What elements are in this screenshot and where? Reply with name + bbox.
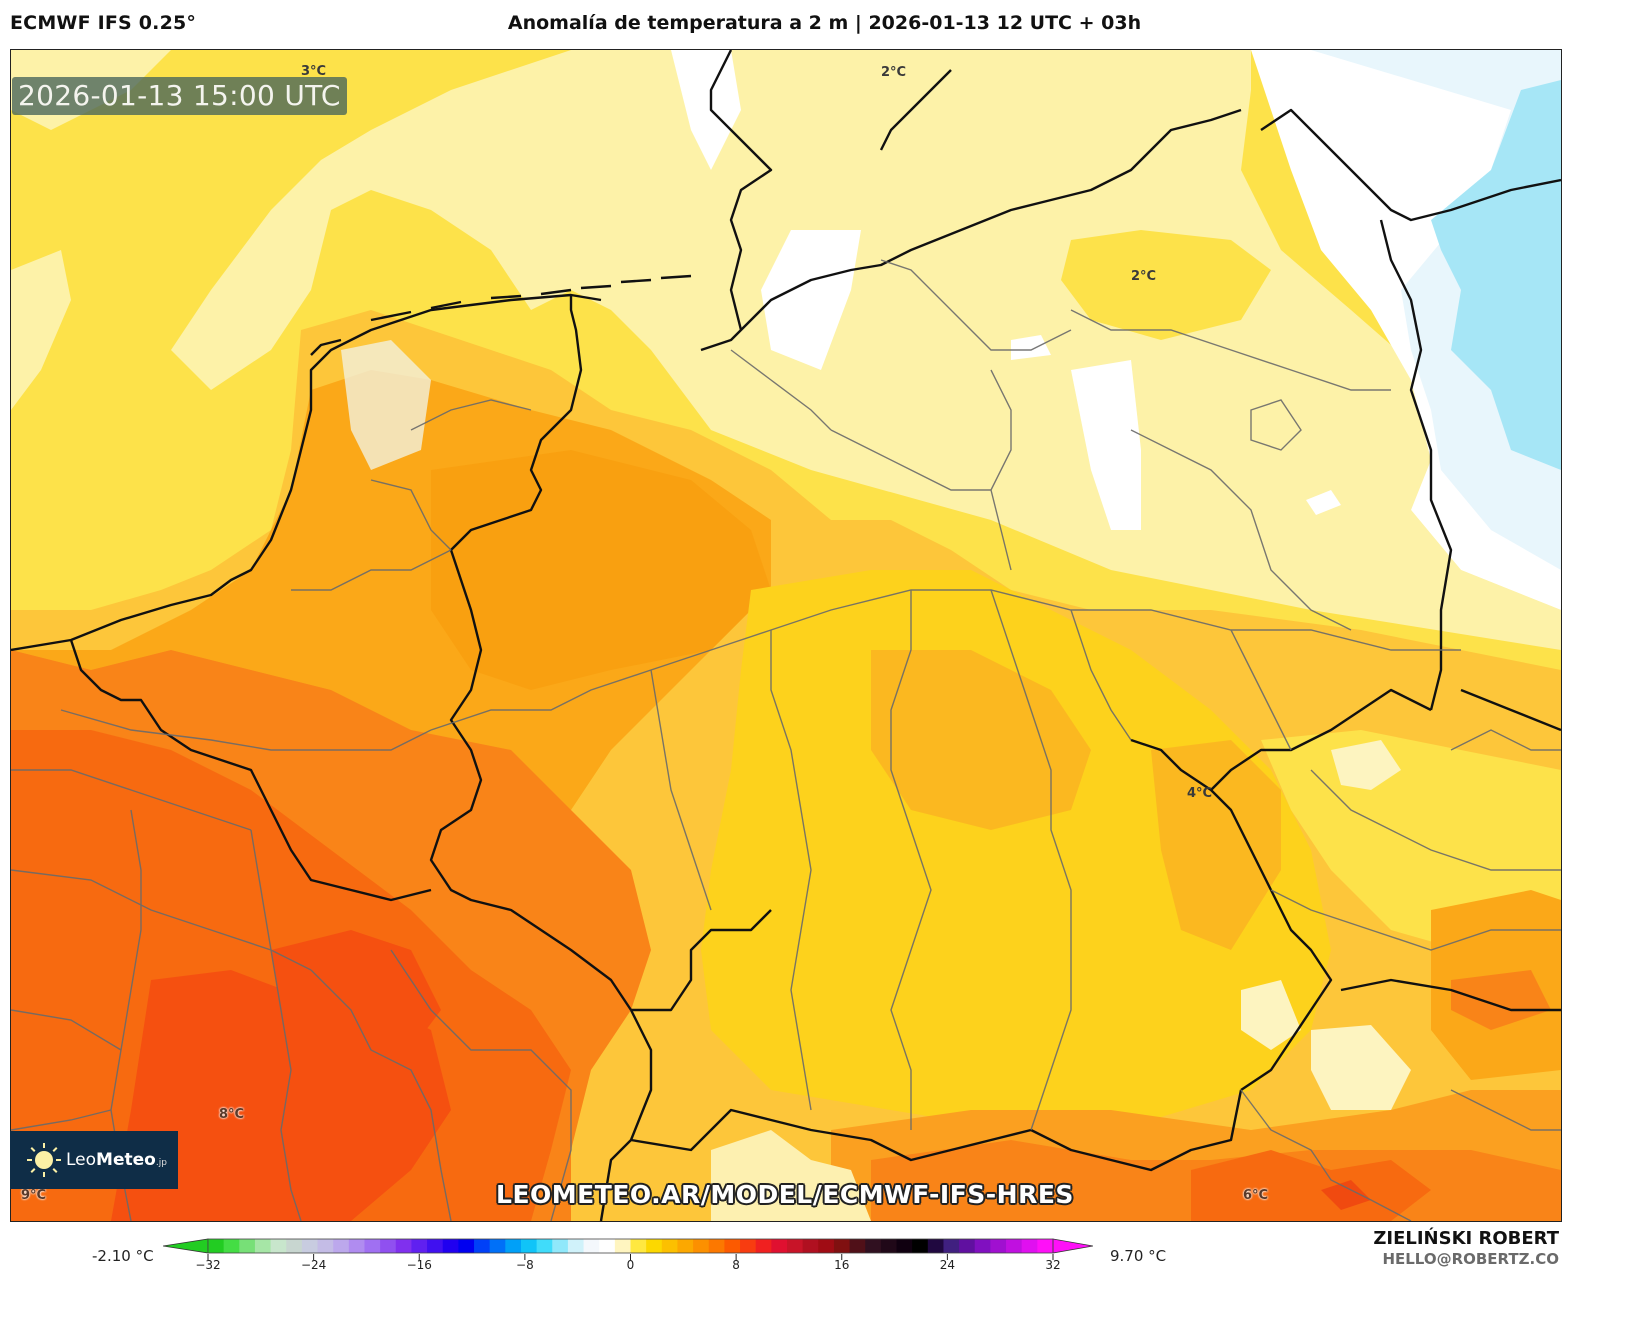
model-name: ECMWF IFS 0.25°	[10, 12, 197, 34]
author-name: ZIELIŃSKI ROBERT	[1373, 1228, 1559, 1249]
colorbar-tick-label: −8	[516, 1258, 534, 1272]
isoline-label: 2°C	[1131, 269, 1157, 284]
source-watermark: LEOMETEO.AR/MODEL/ECMWF-IFS-HRES	[496, 1180, 1074, 1209]
colorbar-tick-label: −16	[406, 1258, 432, 1272]
isoline-label: 3°C	[301, 64, 327, 79]
isoline-label: 2°C	[881, 65, 907, 80]
isoline-label: 6°C	[1243, 1188, 1269, 1203]
sun-icon	[26, 1142, 62, 1178]
logo-text: LeoMeteo.jp	[66, 1150, 167, 1170]
isoline-label: 4°C	[1187, 786, 1213, 801]
isoline-label: 8°C	[219, 1107, 245, 1122]
valid-time-badge: 2026-01-13 15:00 UTC	[12, 77, 347, 115]
leometeo-logo: LeoMeteo.jp	[10, 1131, 178, 1189]
colorbar	[163, 1238, 1093, 1254]
colorbar-tick-label: 8	[732, 1258, 740, 1272]
anomaly-map: 3°C 2°C 2°C 4°C 8°C 9°C 6°C	[10, 49, 1562, 1222]
colorbar-tick-label: −32	[195, 1258, 221, 1272]
colorbar-tick-label: 32	[1045, 1258, 1061, 1272]
colorbar-min-value: -2.10 °C	[92, 1247, 154, 1265]
colorbar-tick-label: 0	[626, 1258, 635, 1272]
colorbar-ticks	[207, 1254, 1054, 1260]
colorbar-tick-label: 24	[939, 1258, 956, 1272]
isoline-label: 9°C	[21, 1188, 47, 1203]
map-canvas	[11, 50, 1561, 1221]
author-email: HELLO@ROBERTZ.CO	[1382, 1250, 1559, 1268]
colorbar-max-value: 9.70 °C	[1110, 1247, 1167, 1265]
colorbar-tick-label: −24	[300, 1258, 327, 1272]
chart-title: Anomalía de temperatura a 2 m | 2026-01-…	[507, 12, 1142, 34]
colorbar-tick-label: 16	[834, 1258, 850, 1272]
